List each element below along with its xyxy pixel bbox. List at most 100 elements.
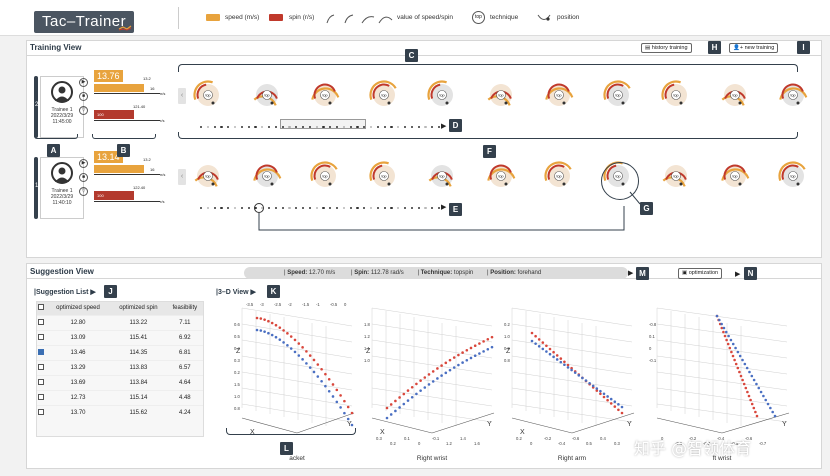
timeline-dot[interactable]	[376, 207, 379, 210]
timeline-dot[interactable]	[376, 126, 379, 129]
timeline-dot[interactable]	[397, 126, 400, 129]
timeline-dot[interactable]	[410, 126, 413, 129]
timeline-dot[interactable]	[240, 126, 243, 129]
timeline-dot[interactable]	[288, 126, 291, 129]
timeline-dot[interactable]	[356, 207, 359, 210]
table-row[interactable]: 13.09 115.41 6.92	[37, 329, 203, 345]
table-row[interactable]: 13.29 113.83 6.57	[37, 359, 203, 375]
timeline-dot[interactable]	[213, 207, 216, 210]
shot-gauge[interactable]: top	[192, 79, 224, 116]
timeline-dot[interactable]	[220, 207, 223, 210]
shot-gauge[interactable]: top	[719, 160, 751, 197]
timeline-dot[interactable]	[227, 207, 230, 210]
shot-gauge[interactable]: top	[777, 79, 809, 116]
prev-arrow[interactable]: ‹	[178, 88, 186, 104]
timeline-dot[interactable]	[417, 207, 420, 210]
table-row[interactable]: 12.73 115.14 4.48	[37, 389, 203, 405]
timeline-dot[interactable]	[234, 126, 237, 129]
shot-gauge[interactable]: top	[719, 79, 751, 116]
row-checkbox-cell[interactable]	[37, 389, 46, 405]
shot-gauge[interactable]: top	[192, 160, 224, 197]
timeline-dot[interactable]	[336, 126, 339, 129]
new-training-button[interactable]: 👤+ new training	[729, 43, 779, 53]
timeline-dot[interactable]	[234, 207, 237, 210]
stop-icon[interactable]: ■	[79, 173, 88, 182]
timeline-dot[interactable]	[268, 207, 271, 210]
shot-gauge[interactable]: top	[426, 160, 458, 197]
shot-gauge[interactable]: top	[660, 160, 692, 197]
timeline-dot[interactable]	[390, 207, 393, 210]
timeline-dot[interactable]	[295, 207, 298, 210]
timeline-dot[interactable]	[254, 126, 257, 129]
table-row[interactable]: 12.80 113.22 7.11	[37, 314, 203, 330]
timeline-dot[interactable]	[308, 126, 311, 129]
play-icon[interactable]: ▶	[79, 159, 88, 168]
timeline-dot[interactable]	[227, 126, 230, 129]
select-all-checkbox[interactable]	[38, 304, 45, 311]
filter-icon[interactable]: ▽	[79, 187, 88, 196]
timeline-dot[interactable]	[220, 126, 223, 129]
timeline-dot[interactable]	[397, 207, 400, 210]
timeline-dot[interactable]	[349, 207, 352, 210]
timeline-dot[interactable]	[342, 126, 345, 129]
timeline-dot[interactable]	[431, 207, 434, 210]
timeline-window[interactable]	[280, 119, 366, 129]
trainee-card[interactable]: Trainee 1 2022/3/29 11:40:10	[40, 157, 84, 219]
timeline-dot[interactable]	[404, 207, 407, 210]
timeline-dot[interactable]	[424, 207, 427, 210]
optimization-button[interactable]: ▣ optimization	[678, 268, 723, 279]
timeline-dot[interactable]	[295, 126, 298, 129]
shot-gauge[interactable]: top	[602, 79, 634, 116]
row-checkbox-cell[interactable]	[37, 314, 46, 330]
row-checkbox[interactable]	[38, 318, 45, 325]
timeline-dot[interactable]	[329, 126, 332, 129]
history-training-button[interactable]: ▤ history training	[641, 43, 692, 53]
timeline-dot[interactable]	[404, 126, 407, 129]
timeline-dot[interactable]	[410, 207, 413, 210]
shot-gauge[interactable]: top	[485, 160, 517, 197]
timeline-dot[interactable]	[383, 207, 386, 210]
shot-gauge[interactable]: top	[368, 79, 400, 116]
timeline-dot[interactable]	[308, 207, 311, 210]
row-checkbox-cell[interactable]	[37, 404, 46, 420]
shot-gauge[interactable]: top	[660, 79, 692, 116]
shot-gauge[interactable]: top	[777, 160, 809, 197]
timeline-dot[interactable]	[438, 126, 441, 129]
timeline-dot[interactable]	[200, 126, 203, 129]
timeline-dot[interactable]	[424, 126, 427, 129]
timeline-dot[interactable]	[268, 126, 271, 129]
timeline-dot[interactable]	[200, 207, 203, 210]
timeline-dot[interactable]	[247, 207, 250, 210]
row-checkbox-cell[interactable]	[37, 374, 46, 390]
play-icon[interactable]: ▶	[79, 78, 88, 87]
row-checkbox[interactable]	[38, 363, 45, 370]
shot-gauge[interactable]: top	[543, 160, 575, 197]
timeline-dot[interactable]	[274, 126, 277, 129]
row-checkbox[interactable]	[38, 393, 45, 400]
shot-gauge[interactable]: top	[309, 79, 341, 116]
timeline-dot[interactable]	[213, 126, 216, 129]
timeline-dot[interactable]	[322, 207, 325, 210]
shot-gauge[interactable]: top	[543, 79, 575, 116]
timeline-dot[interactable]	[342, 207, 345, 210]
shot-gauge[interactable]: top	[251, 79, 283, 116]
timeline-dot[interactable]	[247, 126, 250, 129]
shot-gauge[interactable]: top	[426, 79, 458, 116]
timeline-dot[interactable]	[281, 207, 284, 210]
timeline-dot[interactable]	[356, 126, 359, 129]
timeline-dot[interactable]	[370, 207, 373, 210]
timeline-dot[interactable]	[281, 126, 284, 129]
timeline-dot[interactable]	[431, 126, 434, 129]
timeline-dot[interactable]	[438, 207, 441, 210]
filter-icon[interactable]: ▽	[79, 106, 88, 115]
timeline-dot[interactable]	[302, 207, 305, 210]
timeline-dot[interactable]	[288, 207, 291, 210]
timeline-dot[interactable]	[315, 207, 318, 210]
table-row[interactable]: 13.70 115.62 4.24	[37, 404, 203, 420]
trainee-card[interactable]: Trainee 1 2022/3/29 11:45:00	[40, 76, 84, 138]
row-checkbox[interactable]	[38, 333, 45, 340]
table-row[interactable]: 13.69 113.84 4.64	[37, 374, 203, 390]
timeline-dot[interactable]	[274, 207, 277, 210]
row-checkbox[interactable]	[38, 378, 45, 385]
shot-gauge[interactable]: top	[368, 160, 400, 197]
